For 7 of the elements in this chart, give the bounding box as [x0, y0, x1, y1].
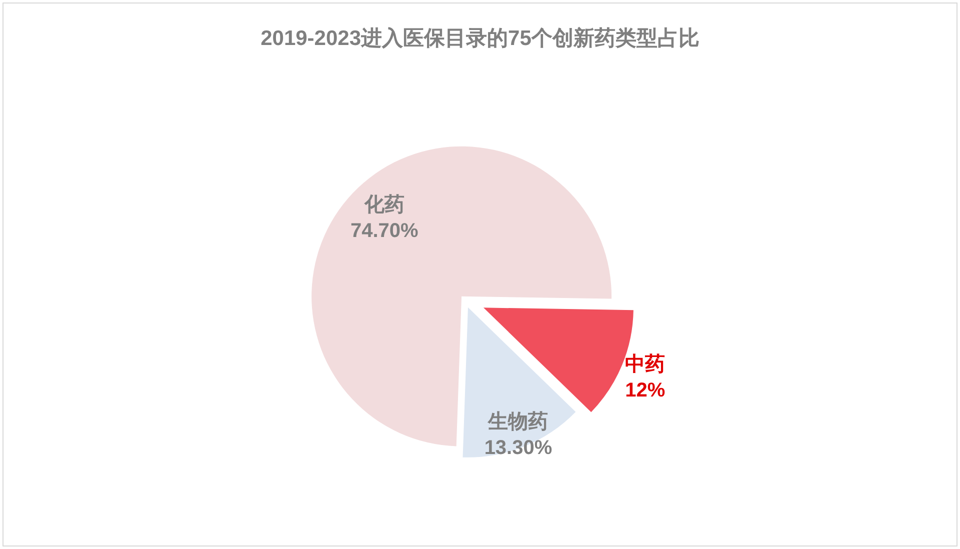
slice-label: 生物药	[487, 411, 548, 434]
data-label: 74.70%	[350, 220, 419, 242]
slice-label: 中药	[625, 354, 666, 376]
data-label: 13.30%	[484, 437, 552, 460]
slice-label: 化药	[363, 194, 404, 216]
data-label: 12%	[625, 380, 666, 402]
chart-title: 2019-2023进入医保目录的75个创新药类型占比	[260, 26, 700, 50]
